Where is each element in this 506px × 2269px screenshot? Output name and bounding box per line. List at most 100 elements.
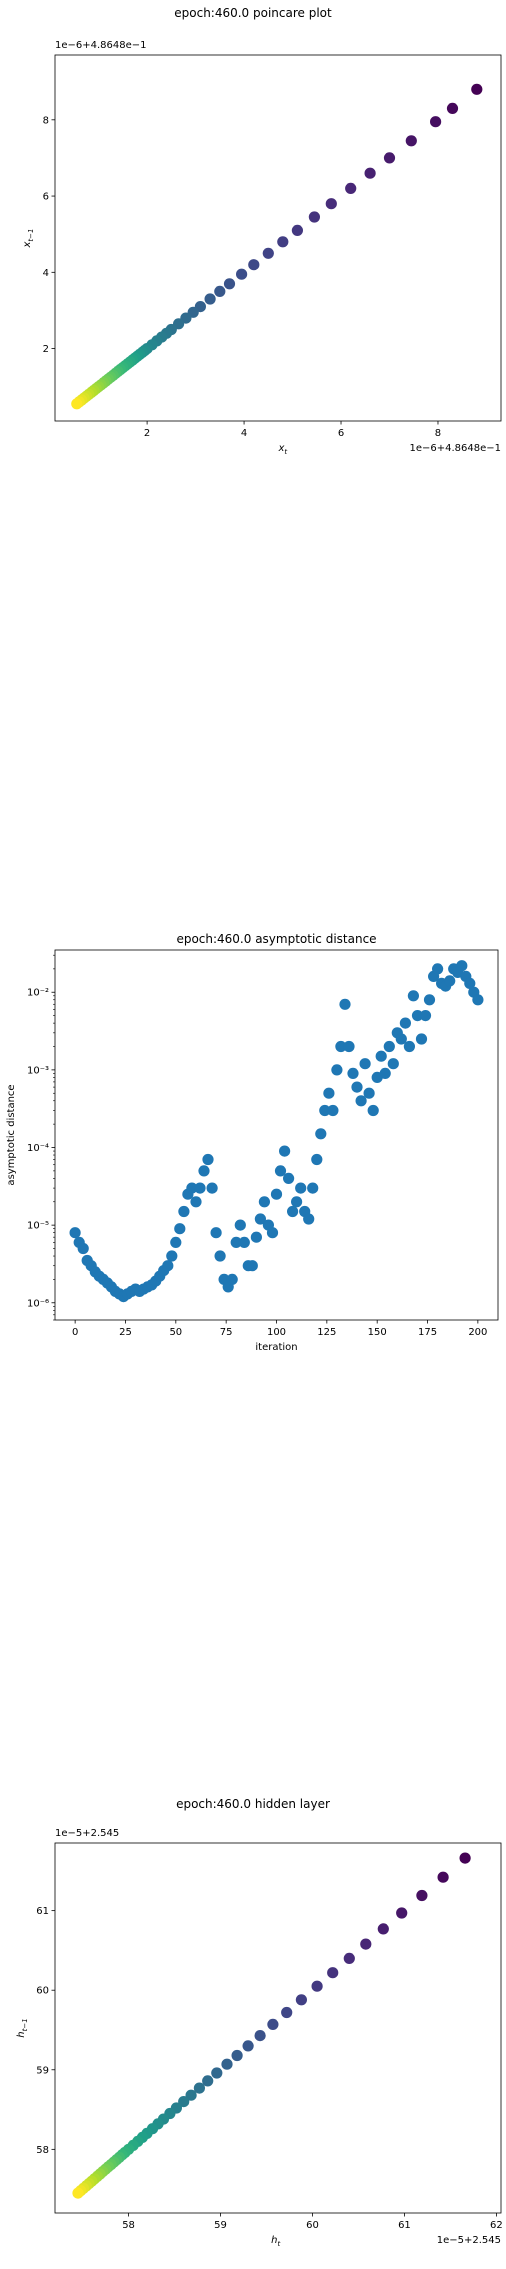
asymptotic-x-tick-label: 150 bbox=[368, 1327, 387, 1338]
hidden-point bbox=[185, 2089, 197, 2101]
asymptotic-point bbox=[355, 1095, 367, 1107]
hidden-point bbox=[72, 2187, 84, 2199]
hidden-point bbox=[267, 2018, 279, 2030]
asymptotic-point bbox=[279, 1145, 291, 1157]
asymptotic-point bbox=[234, 1219, 246, 1231]
asymptotic-point bbox=[226, 1273, 238, 1285]
poincare-point bbox=[364, 167, 376, 179]
asymptotic-point bbox=[270, 1188, 283, 1200]
poincare-point bbox=[214, 285, 226, 297]
asymptotic-point bbox=[343, 1040, 355, 1053]
poincare-y-axis-label: xt−1 bbox=[22, 229, 35, 249]
asymptotic-point bbox=[214, 1250, 226, 1262]
poincare-y-tick-label: 8 bbox=[43, 115, 49, 126]
hidden-title: epoch:460.0 hidden layer bbox=[176, 1797, 330, 1811]
asymptotic-y-tick-label: 10⁻³ bbox=[27, 1065, 49, 1076]
poincare-y-tick-label: 4 bbox=[43, 268, 49, 279]
poincare-title: epoch:460.0 poincare plot bbox=[174, 6, 332, 20]
hidden-point bbox=[416, 1889, 428, 1902]
hidden-y-tick-label: 60 bbox=[36, 1986, 49, 1997]
hidden-point bbox=[377, 1923, 389, 1935]
poincare-x-tick-label: 8 bbox=[435, 428, 441, 439]
asymptotic-point bbox=[411, 1010, 424, 1022]
poincare-point bbox=[405, 135, 417, 147]
asymptotic-point bbox=[258, 1196, 270, 1208]
asymptotic-point bbox=[331, 1064, 343, 1076]
poincare-point bbox=[277, 236, 289, 248]
hidden-layer-plot: epoch:460.0 hidden layer 58 59 60 61 62 58 59 60… bbox=[16, 1797, 503, 2248]
hidden-point bbox=[231, 2049, 243, 2062]
poincare-point bbox=[325, 198, 337, 210]
poincare-x-tick-label: 2 bbox=[144, 428, 150, 439]
asymptotic-point bbox=[375, 1050, 387, 1062]
asymptotic-y-tick-label: 10⁻² bbox=[27, 988, 49, 999]
asymptotic-point bbox=[238, 1236, 250, 1248]
asymptotic-point bbox=[339, 998, 351, 1010]
asymptotic-point bbox=[194, 1182, 206, 1194]
asymptotic-point bbox=[77, 1242, 89, 1255]
asymptotic-distance-plot: epoch:460.0 asymptotic distance 0 25 50 75 10… bbox=[6, 932, 499, 1353]
asymptotic-x-tick-label: 100 bbox=[267, 1327, 286, 1338]
asymptotic-point bbox=[347, 1067, 359, 1079]
hidden-y-tick-label: 61 bbox=[36, 1906, 49, 1917]
asymptotic-x-tick-label: 25 bbox=[119, 1327, 132, 1338]
hidden-x-tick-label: 62 bbox=[490, 2220, 503, 2231]
hidden-point bbox=[343, 1952, 355, 1964]
asymptotic-point bbox=[387, 1058, 399, 1070]
asymptotic-point bbox=[178, 1205, 190, 1218]
asymptotic-point bbox=[174, 1223, 186, 1235]
asymptotic-point bbox=[472, 994, 484, 1006]
poincare-x-tick-label: 6 bbox=[338, 428, 344, 439]
asymptotic-point bbox=[351, 1081, 363, 1093]
hidden-point bbox=[242, 2040, 254, 2052]
asymptotic-point bbox=[319, 1104, 331, 1117]
asymptotic-x-tick-label: 125 bbox=[317, 1327, 336, 1338]
asymptotic-point bbox=[464, 977, 476, 990]
hidden-point bbox=[202, 2075, 214, 2087]
poincare-y-offset-text: 1e−6+4.8648e−1 bbox=[55, 40, 147, 51]
asymptotic-point bbox=[266, 1227, 279, 1239]
hidden-point bbox=[327, 1967, 339, 1979]
hidden-x-axis-label: ht bbox=[271, 2235, 280, 2248]
asymptotic-point bbox=[395, 1033, 407, 1045]
asymptotic-x-tick-label: 50 bbox=[169, 1327, 182, 1338]
poincare-point bbox=[308, 211, 320, 223]
asymptotic-y-tick-label: 10⁻⁴ bbox=[27, 1143, 49, 1154]
asymptotic-point bbox=[170, 1236, 182, 1248]
hidden-x-tick-label: 58 bbox=[122, 2220, 135, 2231]
asymptotic-x-tick-label: 0 bbox=[72, 1327, 78, 1338]
hidden-point bbox=[295, 1994, 307, 2006]
asymptotic-y-tick-label: 10⁻⁵ bbox=[27, 1221, 49, 1232]
hidden-point bbox=[178, 2096, 190, 2108]
hidden-x-tick-label: 61 bbox=[398, 2220, 411, 2231]
asymptotic-point bbox=[335, 1040, 347, 1053]
poincare-plot: epoch:460.0 poincare plot 2 4 6 8 2 4 6 8 1e−6+4.… bbox=[22, 6, 502, 456]
hidden-y-offset-text: 1e−5+2.545 bbox=[55, 1828, 119, 1839]
asymptotic-point bbox=[254, 1213, 266, 1225]
asymptotic-point bbox=[419, 1010, 432, 1022]
asymptotic-point bbox=[230, 1236, 242, 1248]
hidden-point bbox=[360, 1938, 372, 1950]
asymptotic-point bbox=[206, 1182, 218, 1194]
poincare-point bbox=[248, 259, 260, 271]
asymptotic-point bbox=[315, 1128, 327, 1140]
poincare-point bbox=[262, 247, 274, 259]
asymptotic-point bbox=[162, 1260, 174, 1272]
asymptotic-point bbox=[198, 1165, 210, 1177]
asymptotic-title: epoch:460.0 asymptotic distance bbox=[176, 932, 376, 946]
asymptotic-point bbox=[283, 1172, 295, 1184]
poincare-point bbox=[236, 268, 248, 280]
hidden-y-tick-label: 58 bbox=[36, 2145, 49, 2156]
hidden-point bbox=[254, 2030, 266, 2042]
poincare-x-axis-label: xt bbox=[278, 443, 288, 456]
asymptotic-point bbox=[403, 1040, 415, 1053]
asymptotic-point bbox=[327, 1104, 339, 1117]
asymptotic-point bbox=[379, 1067, 391, 1079]
asymptotic-point bbox=[383, 1040, 395, 1053]
hidden-y-tick-label: 59 bbox=[36, 2065, 49, 2076]
hidden-point bbox=[221, 2058, 233, 2070]
asymptotic-x-tick-label: 200 bbox=[468, 1327, 487, 1338]
asymptotic-point bbox=[295, 1182, 307, 1194]
asymptotic-point bbox=[190, 1196, 202, 1208]
asymptotic-point bbox=[166, 1250, 178, 1262]
